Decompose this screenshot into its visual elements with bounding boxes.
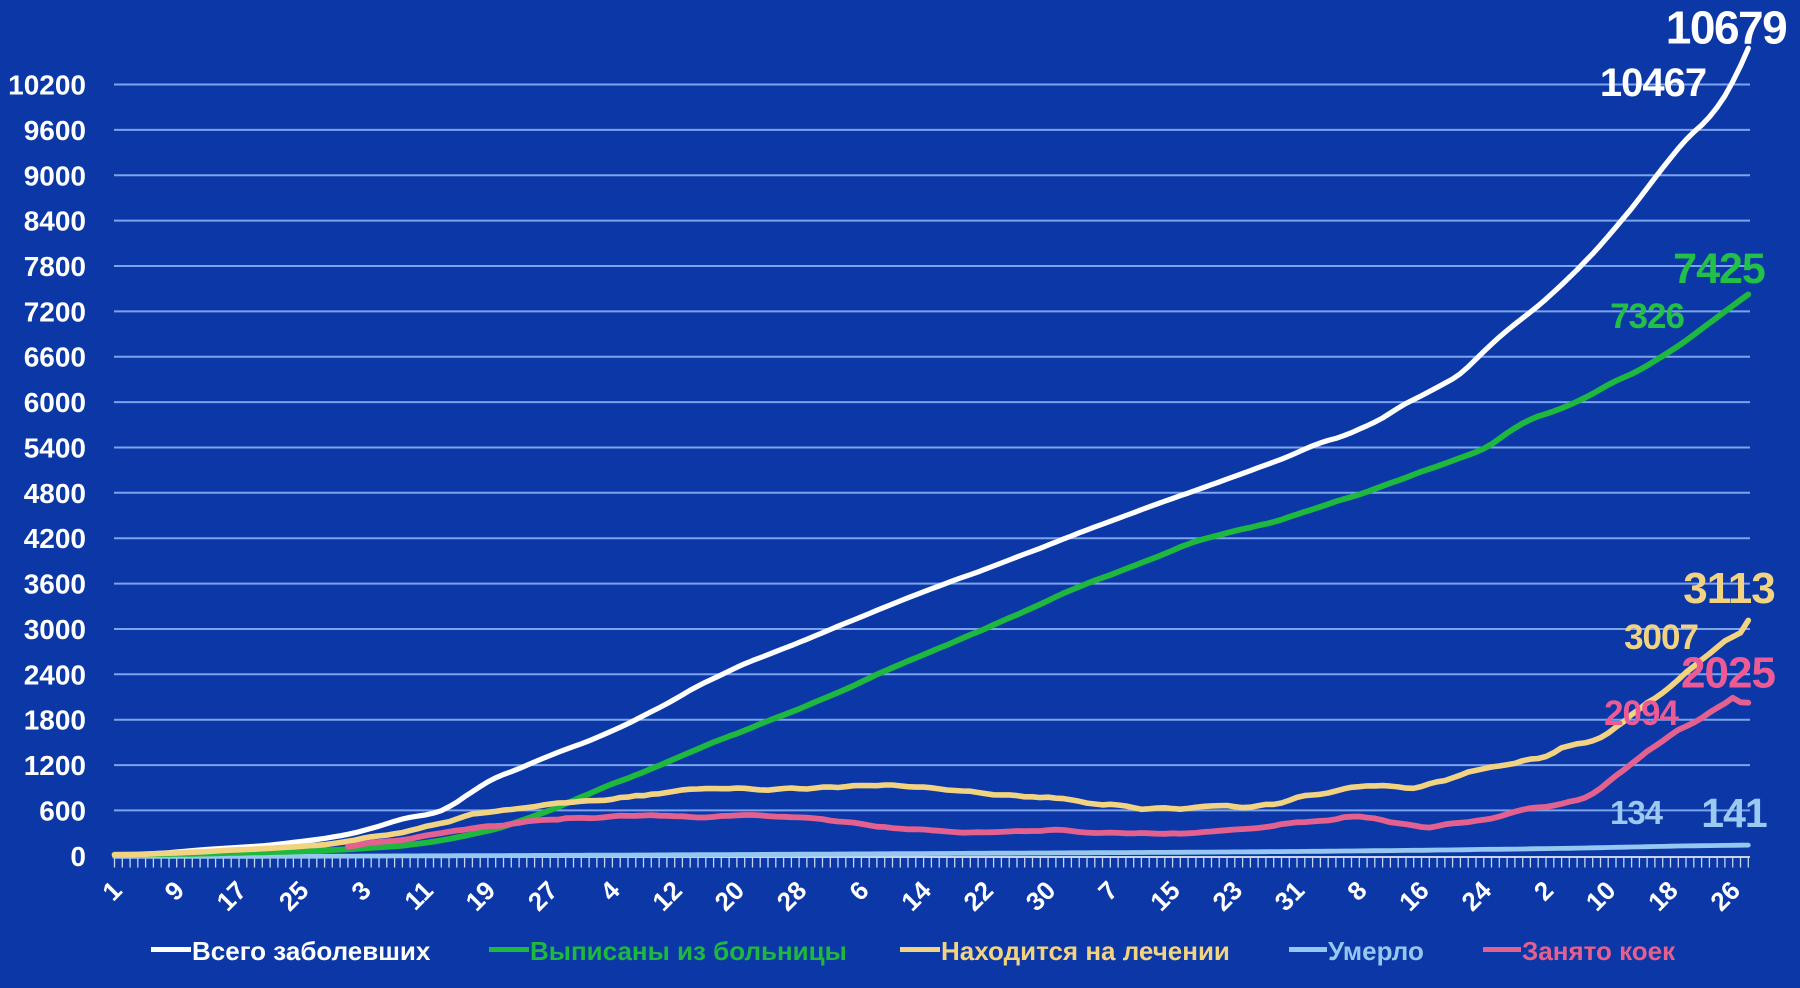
svg-text:6: 6 [843, 875, 874, 906]
svg-text:3007: 3007 [1624, 618, 1698, 657]
svg-text:2094: 2094 [1604, 694, 1679, 733]
svg-text:9600: 9600 [24, 115, 86, 146]
svg-text:7425: 7425 [1673, 245, 1765, 293]
svg-text:14: 14 [895, 875, 937, 917]
svg-text:3113: 3113 [1683, 564, 1774, 613]
svg-text:28: 28 [771, 875, 813, 917]
svg-text:12: 12 [646, 875, 688, 917]
svg-text:1800: 1800 [24, 705, 86, 736]
svg-text:8: 8 [1341, 875, 1372, 906]
svg-text:141: 141 [1701, 790, 1767, 836]
svg-text:30: 30 [1020, 875, 1062, 917]
svg-text:17: 17 [211, 875, 253, 917]
svg-text:3600: 3600 [24, 569, 86, 600]
svg-text:4: 4 [594, 875, 626, 907]
svg-text:Находится на лечении: Находится на лечении [941, 936, 1230, 966]
svg-text:27: 27 [522, 875, 564, 917]
svg-text:10: 10 [1580, 875, 1622, 917]
svg-text:1200: 1200 [24, 750, 86, 781]
svg-text:3: 3 [345, 875, 376, 906]
svg-text:18: 18 [1642, 875, 1684, 917]
svg-text:7800: 7800 [24, 251, 86, 282]
svg-text:Всего заболевших: Всего заболевших [192, 936, 431, 966]
svg-text:22: 22 [957, 875, 999, 917]
svg-text:Умерло: Умерло [1328, 936, 1424, 966]
svg-text:26: 26 [1704, 875, 1746, 917]
svg-text:4800: 4800 [24, 478, 86, 509]
svg-text:Занято коек: Занято коек [1522, 936, 1676, 966]
svg-text:600: 600 [39, 795, 86, 826]
svg-text:20: 20 [708, 875, 750, 917]
svg-text:7200: 7200 [24, 296, 86, 327]
svg-text:2: 2 [1528, 875, 1559, 906]
svg-text:15: 15 [1144, 875, 1186, 917]
svg-text:19: 19 [459, 875, 501, 917]
svg-text:6600: 6600 [24, 342, 86, 373]
svg-text:5400: 5400 [24, 433, 86, 464]
svg-text:9000: 9000 [24, 160, 86, 191]
svg-text:2400: 2400 [24, 659, 86, 690]
svg-text:16: 16 [1393, 875, 1435, 917]
svg-text:7: 7 [1092, 875, 1123, 906]
svg-text:23: 23 [1206, 875, 1248, 917]
svg-text:10200: 10200 [8, 70, 86, 101]
svg-text:2025: 2025 [1681, 649, 1775, 698]
svg-text:134: 134 [1610, 794, 1664, 831]
svg-text:7326: 7326 [1610, 297, 1684, 336]
svg-text:31: 31 [1269, 875, 1311, 917]
svg-text:10679: 10679 [1666, 2, 1786, 54]
svg-text:3000: 3000 [24, 614, 86, 645]
svg-text:8400: 8400 [24, 206, 86, 237]
svg-text:4200: 4200 [24, 523, 86, 554]
svg-text:Выписаны из больницы: Выписаны из больницы [530, 936, 847, 966]
svg-text:0: 0 [70, 841, 86, 872]
svg-text:10467: 10467 [1600, 61, 1706, 105]
svg-text:24: 24 [1455, 875, 1497, 917]
svg-text:25: 25 [273, 875, 315, 917]
svg-text:1: 1 [96, 875, 127, 906]
svg-text:11: 11 [398, 875, 439, 916]
svg-text:9: 9 [158, 875, 189, 906]
svg-text:6000: 6000 [24, 387, 86, 418]
